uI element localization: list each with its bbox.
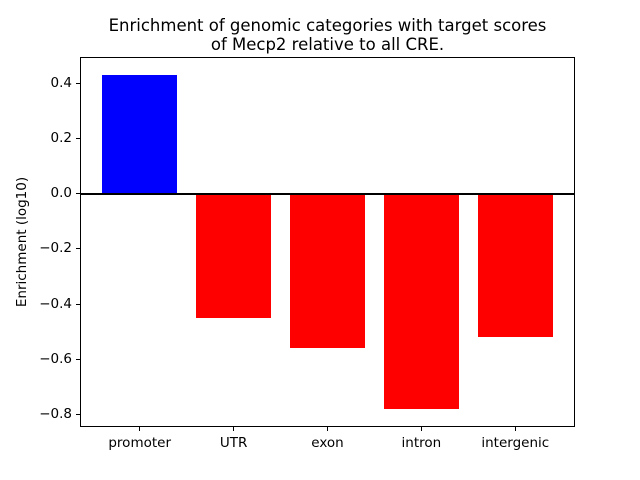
- zero-line: [81, 192, 574, 195]
- y-tick-mark: [76, 303, 80, 305]
- x-tick-mark: [233, 427, 235, 431]
- y-tick-mark: [76, 82, 80, 84]
- y-tick-mark: [76, 138, 80, 140]
- x-tick-label-intergenic: intergenic: [481, 435, 550, 451]
- x-tick-mark: [514, 427, 516, 431]
- y-tick-mark: [76, 413, 80, 415]
- y-tick-label: 0.0: [50, 185, 72, 202]
- x-tick-label-promoter: promoter: [108, 435, 172, 451]
- y-tick-mark: [76, 248, 80, 250]
- bar-UTR: [196, 193, 272, 318]
- x-tick-label-intron: intron: [401, 435, 442, 451]
- bar-intron: [383, 193, 459, 409]
- x-tick-mark: [420, 427, 422, 431]
- y-tick-label: −0.4: [39, 295, 72, 312]
- y-tick-mark: [76, 193, 80, 195]
- x-tick-mark: [327, 427, 328, 431]
- chart-title-line1: Enrichment of genomic categories with ta…: [108, 16, 547, 35]
- plot-area: [80, 57, 575, 427]
- bar-exon: [289, 193, 365, 349]
- x-tick-label-UTR: UTR: [219, 435, 248, 451]
- chart-title-line2: of Mecp2 relative to all CRE.: [210, 35, 445, 54]
- x-tick-mark: [139, 427, 141, 431]
- y-tick-label: −0.2: [39, 240, 72, 257]
- bar-intergenic: [477, 193, 553, 338]
- bar-promoter: [102, 75, 178, 194]
- y-tick-mark: [76, 358, 80, 360]
- y-tick-label: −0.8: [39, 405, 72, 422]
- y-tick-label: −0.6: [39, 350, 72, 367]
- chart-title: Enrichment of genomic categories with ta…: [80, 16, 575, 54]
- y-tick-label: 0.2: [50, 130, 72, 147]
- x-tick-label-exon: exon: [311, 435, 344, 451]
- y-tick-label: 0.4: [50, 74, 72, 91]
